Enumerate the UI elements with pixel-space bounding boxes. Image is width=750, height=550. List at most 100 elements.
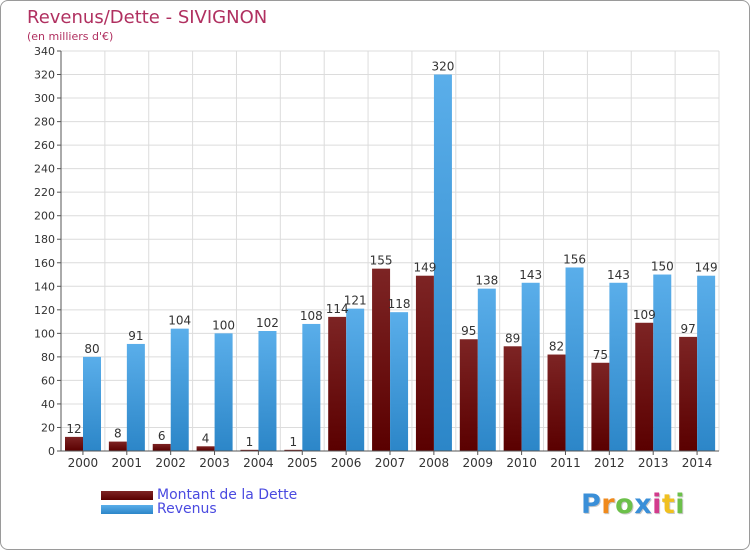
data-label-revenus: 149 <box>695 261 718 275</box>
y-tick-label: 320 <box>34 69 55 82</box>
bar-revenus <box>214 333 233 451</box>
bar-dette <box>65 436 83 451</box>
data-label-revenus: 80 <box>84 342 99 356</box>
bars-layer <box>65 74 716 451</box>
legend-swatch-dette <box>101 490 153 500</box>
data-label-dette: 114 <box>326 302 349 316</box>
y-tick-label: 280 <box>34 116 55 129</box>
y-tick-label: 140 <box>34 280 55 293</box>
bar-dette <box>196 446 215 451</box>
logo-letter: P <box>581 489 602 520</box>
bar-revenus <box>258 331 277 451</box>
data-label-revenus: 118 <box>388 297 411 311</box>
data-label-revenus: 320 <box>431 60 454 74</box>
bar-revenus <box>609 282 628 451</box>
data-label-revenus: 150 <box>651 260 674 274</box>
bar-dette <box>284 449 303 451</box>
data-label-dette: 4 <box>202 431 210 445</box>
logo-letter: i <box>652 489 662 520</box>
data-label-revenus: 121 <box>344 294 367 308</box>
bar-revenus <box>346 308 365 451</box>
y-tick-label: 120 <box>34 304 55 317</box>
proxiti-logo: Proxiti <box>581 489 685 520</box>
x-tick-label: 2013 <box>638 456 669 470</box>
data-label-dette: 89 <box>505 331 520 345</box>
x-tick-label: 2010 <box>506 456 537 470</box>
y-tick-label: 80 <box>41 351 55 364</box>
data-label-dette: 95 <box>461 324 476 338</box>
x-tick-label: 2004 <box>243 456 274 470</box>
bar-dette <box>635 322 654 451</box>
bar-dette <box>591 362 610 451</box>
legend-item-revenus: Revenus <box>101 501 217 517</box>
y-tick-label: 240 <box>34 163 55 176</box>
data-label-dette: 75 <box>593 348 608 362</box>
data-label-revenus: 156 <box>563 252 586 266</box>
axis-layer: 0204060801001201401601802002202402602803… <box>34 45 719 470</box>
data-label-dette: 149 <box>413 261 436 275</box>
bar-revenus <box>302 323 321 451</box>
y-tick-label: 0 <box>48 445 55 458</box>
y-tick-label: 220 <box>34 186 55 199</box>
bar-dette <box>152 443 171 451</box>
legend-label-revenus: Revenus <box>157 501 217 517</box>
y-tick-label: 100 <box>34 327 55 340</box>
bar-dette <box>679 336 698 451</box>
data-label-revenus: 143 <box>607 268 630 282</box>
y-tick-label: 180 <box>34 233 55 246</box>
bar-revenus <box>83 356 101 451</box>
bar-revenus <box>170 328 189 451</box>
x-tick-label: 2002 <box>155 456 186 470</box>
x-tick-label: 2005 <box>287 456 318 470</box>
logo-letter: i <box>675 489 686 520</box>
bar-revenus <box>126 343 145 451</box>
data-label-dette: 1 <box>290 435 298 449</box>
x-tick-label: 2003 <box>199 456 230 470</box>
bar-dette <box>328 316 347 451</box>
y-tick-label: 300 <box>34 92 55 105</box>
x-tick-label: 2014 <box>682 456 713 470</box>
data-label-revenus: 102 <box>256 316 279 330</box>
x-tick-label: 2000 <box>68 456 99 470</box>
bar-dette <box>503 346 522 451</box>
bar-dette <box>547 354 566 451</box>
bar-revenus <box>521 282 540 451</box>
x-tick-label: 2012 <box>594 456 625 470</box>
data-label-revenus: 91 <box>128 329 143 343</box>
bar-dette <box>415 275 434 451</box>
bar-revenus <box>433 74 452 451</box>
bar-dette <box>240 449 259 451</box>
data-label-revenus: 104 <box>168 314 191 328</box>
logo-letter: x <box>634 489 653 520</box>
data-label-dette: 6 <box>158 429 166 443</box>
legend-item-dette: Montant de la Dette <box>101 487 297 503</box>
data-label-dette: 1 <box>246 435 254 449</box>
data-label-revenus: 100 <box>212 318 235 332</box>
logo-letter: o <box>615 489 635 520</box>
data-label-revenus: 138 <box>475 274 498 288</box>
y-tick-label: 40 <box>41 398 55 411</box>
bar-dette <box>108 441 127 451</box>
data-label-dette: 109 <box>633 308 656 322</box>
logo-letter: r <box>601 489 616 520</box>
chart-title: Revenus/Dette - SIVIGNON <box>27 7 268 28</box>
x-tick-label: 2007 <box>375 456 406 470</box>
bar-revenus <box>697 275 716 451</box>
x-tick-label: 2008 <box>419 456 450 470</box>
logo-letter: t <box>661 489 676 520</box>
x-tick-label: 2006 <box>331 456 362 470</box>
bar-revenus <box>653 274 672 451</box>
data-label-dette: 12 <box>66 422 81 436</box>
bar-dette <box>372 268 391 451</box>
x-tick-label: 2009 <box>462 456 493 470</box>
data-label-dette: 82 <box>549 340 564 354</box>
y-tick-label: 20 <box>41 421 55 434</box>
y-tick-label: 340 <box>34 45 55 58</box>
legend-swatch-revenus <box>101 504 153 514</box>
bar-revenus <box>390 312 409 451</box>
data-label-revenus: 143 <box>519 268 542 282</box>
y-tick-label: 160 <box>34 257 55 270</box>
